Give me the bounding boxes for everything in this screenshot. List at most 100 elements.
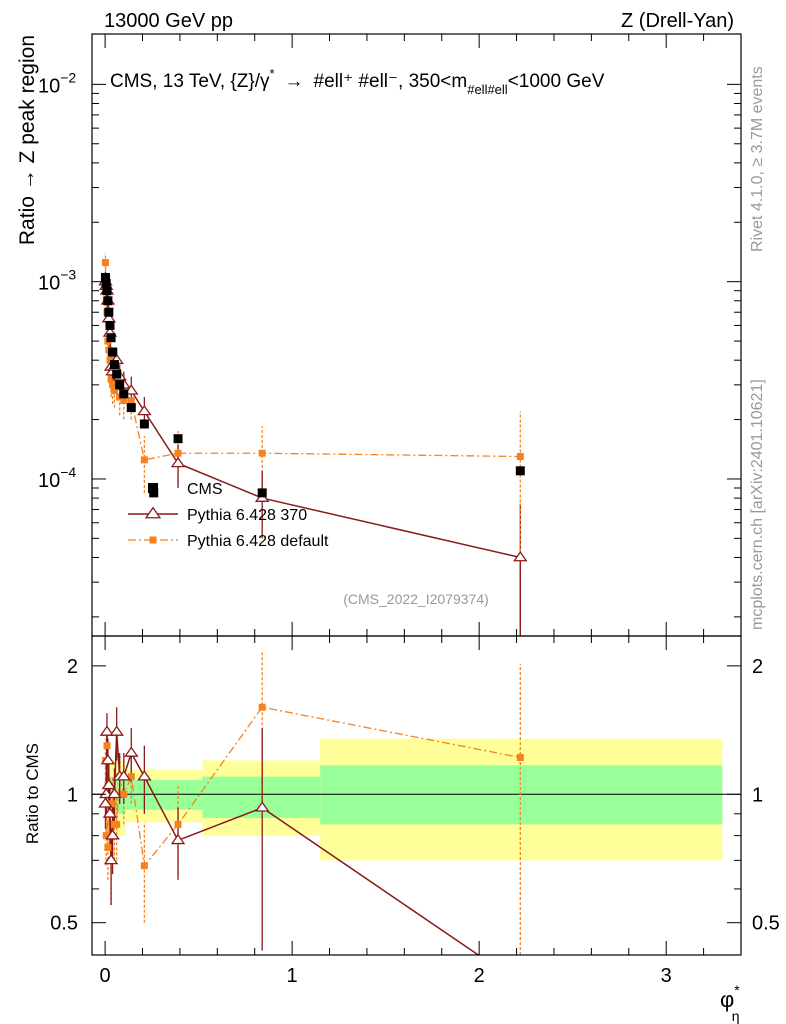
ratio-370-point — [103, 853, 119, 865]
series-default-point — [127, 396, 135, 404]
mcplots-label: mcplots.cern.ch [arXiv:2401.10621] — [749, 379, 766, 630]
ratio-default-point — [120, 790, 128, 798]
x-axis-label-sub: η — [732, 1008, 740, 1024]
series-cms-point — [104, 307, 114, 317]
header-left-label: 13000 GeV pp — [104, 10, 233, 32]
legend-label-1: Pythia 6.428 370 — [187, 507, 307, 524]
tick-exponent: −2 — [60, 69, 76, 85]
ratio-370-point — [116, 770, 132, 781]
ratio-370-point — [107, 787, 122, 799]
series-cms-point — [515, 466, 525, 476]
series-default-point — [258, 449, 266, 457]
series-default-point — [516, 452, 524, 460]
series-cms-point — [105, 320, 115, 330]
ratio-y-axis-label: Ratio to CMS — [23, 743, 42, 844]
tick-exponent: −4 — [60, 464, 76, 480]
ratio-default-point — [113, 820, 121, 828]
series-370-point — [170, 456, 186, 468]
main-series-layer — [98, 252, 528, 636]
tick-base: 10 — [38, 75, 60, 97]
series-default-point — [174, 449, 182, 457]
rivet-version-label: Rivet 4.1.0, ≥ 3.7M events — [749, 66, 766, 252]
ratio-default-point — [127, 773, 135, 781]
ratio-series-layer — [98, 652, 524, 956]
series-default-point — [110, 387, 118, 395]
x-tick-label: 1 — [287, 965, 298, 987]
series-370-point — [513, 550, 528, 562]
main-axes: 10−210−310−4 — [38, 33, 742, 637]
series-cms-point — [101, 278, 111, 288]
series-cms-point — [173, 434, 183, 444]
ratio-370-point — [105, 829, 120, 840]
x-tick-label: 3 — [661, 965, 672, 987]
x-axis-label-sup: * — [734, 982, 740, 998]
series-cms-point — [103, 296, 113, 306]
main-y-tick-label: 10−4 — [38, 464, 76, 492]
ratio-default-point — [140, 862, 148, 870]
series-cms-point — [106, 333, 116, 343]
ratio-panel — [92, 738, 741, 861]
ratio-default-point — [258, 703, 266, 711]
ratio-y-tick-label-left: 1 — [67, 784, 78, 806]
series-cms-point — [100, 272, 110, 282]
tick-base: 10 — [38, 273, 60, 295]
ratio-370-point — [254, 801, 270, 812]
ratio-default-point — [104, 844, 112, 852]
series-cms-point — [112, 369, 122, 379]
legend-370-marker — [144, 506, 162, 519]
tick-exponent: −3 — [60, 267, 76, 283]
x-axis-label-main: φ — [720, 987, 734, 1012]
ratio-band-inner-1 — [125, 780, 203, 810]
series-cms-point — [257, 488, 267, 498]
header-right-label: Z (Drell-Yan) — [621, 10, 734, 32]
tick-base: 10 — [38, 470, 60, 492]
title-prefix: CMS, 13 TeV, {Z}/γ — [110, 71, 270, 92]
analysis-watermark: (CMS_2022_I2079374) — [343, 591, 489, 607]
series-default-point — [120, 396, 128, 404]
series-default-point — [107, 375, 115, 383]
series-default-point — [109, 381, 117, 389]
ratio-band-inner-3 — [320, 765, 723, 825]
ratio-default-point — [103, 742, 111, 750]
legend-default-marker — [149, 536, 157, 544]
x-axis-label: φ* η — [720, 982, 740, 1024]
series-cms-point — [119, 389, 129, 399]
x-tick-label: 2 — [474, 965, 485, 987]
ratio-band-inner-2 — [202, 776, 321, 818]
ratio-y-tick-label-left: 2 — [67, 656, 78, 678]
ratio-370-point — [99, 725, 115, 736]
ratio-y-tick-label-right: 2 — [752, 656, 763, 678]
ratio-370-point — [109, 725, 124, 736]
series-cms-point — [108, 347, 118, 357]
chart-title: CMS, 13 TeV, {Z}/γ* → #ell⁺ #ell⁻, 350<m#e… — [110, 66, 605, 97]
ratio-y-tick-label-right: 0.5 — [752, 913, 780, 935]
title-star: * — [269, 66, 274, 81]
ratio-default-point — [516, 753, 524, 761]
main-y-tick-label: 10−2 — [38, 69, 76, 97]
legend-cms-marker — [148, 483, 158, 493]
legend-label-2: Pythia 6.428 default — [187, 533, 329, 550]
title-arrow: → — [285, 71, 304, 92]
main-y-tick-label: 10−3 — [38, 267, 76, 295]
ratio-370-point — [137, 770, 152, 781]
series-cms-point — [115, 380, 125, 390]
series-default-point — [101, 259, 109, 267]
ratio-370-point — [98, 797, 113, 808]
ratio-default-point — [174, 820, 182, 828]
x-tick-label: 0 — [100, 965, 111, 987]
series-cms-point — [109, 360, 119, 370]
title-sub: #ell#ell — [467, 82, 508, 97]
series-370-point — [137, 404, 152, 416]
legend: CMS Pythia 6.428 370 Pythia 6.428 default — [128, 481, 329, 550]
ratio-y-tick-label-right: 1 — [752, 784, 763, 806]
series-cms-point — [139, 419, 149, 429]
series-370-line — [104, 281, 521, 559]
ratio-default-point — [102, 832, 110, 840]
series-default-line — [104, 262, 521, 461]
series-default-point — [140, 456, 148, 464]
ratio-default-point — [109, 800, 117, 808]
ratio-370-point — [101, 778, 117, 790]
series-cms-point — [126, 403, 136, 413]
legend-label-0: CMS — [187, 481, 223, 498]
